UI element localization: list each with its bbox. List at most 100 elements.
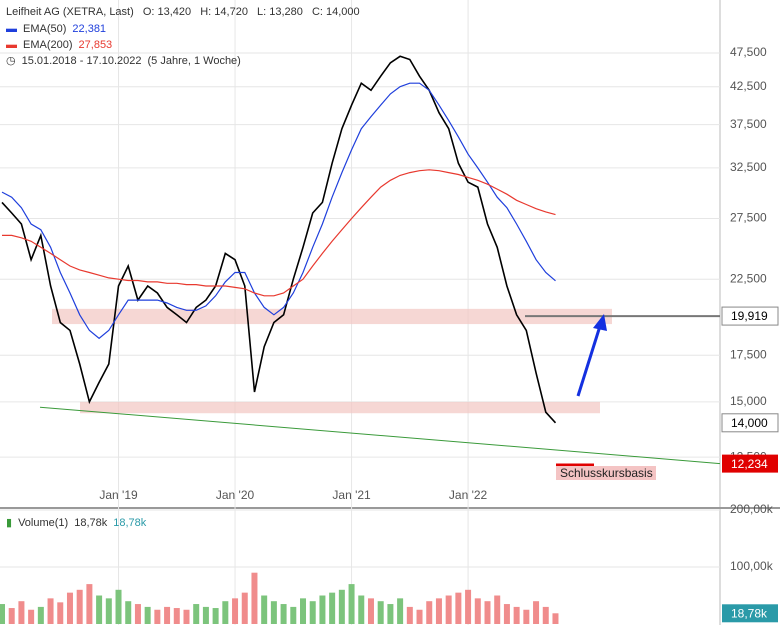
legend-text: O: 13,420	[142, 6, 192, 18]
volume-bar	[134, 604, 141, 624]
legend-title: Leifheit AG (XETRA, Last) O: 13,420 H: 1…	[6, 6, 366, 18]
volume-bar	[76, 589, 83, 624]
volume-bar	[533, 601, 540, 624]
volume-bar	[387, 604, 394, 624]
volume-bar	[552, 613, 559, 624]
series-line	[1, 82, 556, 340]
legend-text: EMA(50)	[23, 23, 67, 35]
volume-bar	[435, 598, 442, 624]
last-price-label: 14,000	[731, 416, 768, 430]
volume-bar	[222, 601, 229, 624]
level-label-box	[721, 306, 779, 326]
volume-bar	[358, 595, 365, 624]
period: 15.01.2018 - 17.10.2022	[21, 55, 142, 67]
volume-bar	[416, 609, 423, 624]
series-line	[2, 169, 556, 297]
volume-bar	[183, 609, 190, 624]
legend-entry: ▬ EMA(50) 22,381	[6, 23, 107, 35]
volume-bar	[96, 595, 103, 624]
volume-legend: ▮ Volume(1) 18,78k 18,78k	[6, 517, 147, 529]
volume-bar	[503, 604, 510, 624]
y-tick-label: 47,500	[730, 45, 767, 59]
volume-bar	[28, 609, 35, 624]
volume-bar	[455, 592, 462, 624]
volume-bar	[523, 609, 530, 624]
series-line	[1, 55, 557, 424]
last-price-label-box	[721, 413, 779, 433]
volume-bar	[125, 601, 132, 624]
volume-bar	[37, 606, 44, 624]
y-tick-label: 42,500	[730, 79, 767, 93]
note-box	[556, 466, 656, 480]
y-tick-label: 15,000	[730, 394, 767, 408]
trendline	[39, 406, 721, 465]
volume-bar	[367, 598, 374, 624]
level-label: 19,919	[731, 309, 768, 323]
y-tick-label: 22,500	[730, 271, 767, 285]
x-tick-label: Jan '19	[99, 488, 138, 502]
period-note: (5 Jahre, 1 Woche)	[147, 55, 241, 67]
legend-text: L: 13,280	[257, 6, 303, 18]
legend-entry: ▬ EMA(200) 27,853	[6, 39, 113, 51]
legend-text: Volume(1)	[18, 517, 69, 529]
volume-bar	[426, 601, 433, 624]
volume-bar	[397, 598, 404, 624]
y-tick-label: 17,500	[730, 347, 767, 361]
note: Schlusskursbasis	[560, 466, 653, 480]
volume-bar	[290, 606, 297, 624]
volume-bar	[193, 604, 200, 624]
volume-bar	[513, 606, 520, 624]
legend-value: 18,78k	[74, 517, 108, 529]
y-tick-label: 37,500	[730, 117, 767, 131]
volume-bar	[270, 601, 277, 624]
volume-bar	[484, 601, 491, 624]
y-tick-label: 100,00k	[730, 559, 774, 573]
legend-value: 27,853	[78, 39, 113, 51]
volume-bar	[348, 584, 355, 624]
volume-bar	[542, 606, 549, 624]
volume-bar	[0, 604, 5, 624]
volume-bar	[300, 598, 307, 624]
volume-bar	[66, 592, 73, 624]
legend-text: Leifheit AG (XETRA, Last)	[6, 6, 134, 18]
volume-bar	[86, 584, 93, 624]
x-tick-label: Jan '22	[449, 488, 488, 502]
volume-bar	[474, 598, 481, 624]
legend-period: ◷ 15.01.2018 - 17.10.2022 (5 Jahre, 1 Woch…	[6, 55, 241, 67]
volume-bar	[232, 598, 239, 624]
volume-bar	[144, 606, 151, 624]
volume-bar	[164, 606, 171, 624]
volume-bar	[57, 602, 64, 624]
trendline-label: 12,234	[731, 457, 768, 471]
volume-bar	[115, 589, 122, 624]
volume-bar	[154, 609, 161, 624]
legend-value: 18,78k	[113, 517, 147, 529]
legend-text: C: 14,000	[311, 6, 360, 18]
volume-bar	[338, 589, 345, 624]
legend-text: H: 14,720	[200, 6, 248, 18]
legend-text: EMA(200)	[23, 39, 73, 51]
volume-bar	[212, 608, 219, 624]
volume-bar	[319, 595, 326, 624]
volume-bar	[18, 601, 25, 624]
volume-last-label: 18,78k	[731, 606, 768, 620]
volume-bar	[202, 606, 209, 624]
volume-last-box	[722, 604, 778, 623]
volume-bar	[406, 606, 413, 624]
volume-bar	[280, 604, 287, 624]
volume-bar	[105, 598, 112, 624]
arrow	[576, 314, 607, 397]
trendline-label-box	[722, 454, 778, 473]
x-tick-label: Jan '20	[216, 488, 255, 502]
volume-bar	[329, 592, 336, 624]
volume-bar	[465, 589, 472, 624]
volume-bar	[445, 595, 452, 624]
volume-bar	[261, 595, 268, 624]
y-tick-label: 200,00k	[730, 502, 774, 516]
zone	[80, 401, 600, 414]
legend-value: 22,381	[72, 23, 107, 35]
x-tick-label: Jan '21	[332, 488, 371, 502]
y-tick-label: 27,500	[730, 211, 767, 225]
